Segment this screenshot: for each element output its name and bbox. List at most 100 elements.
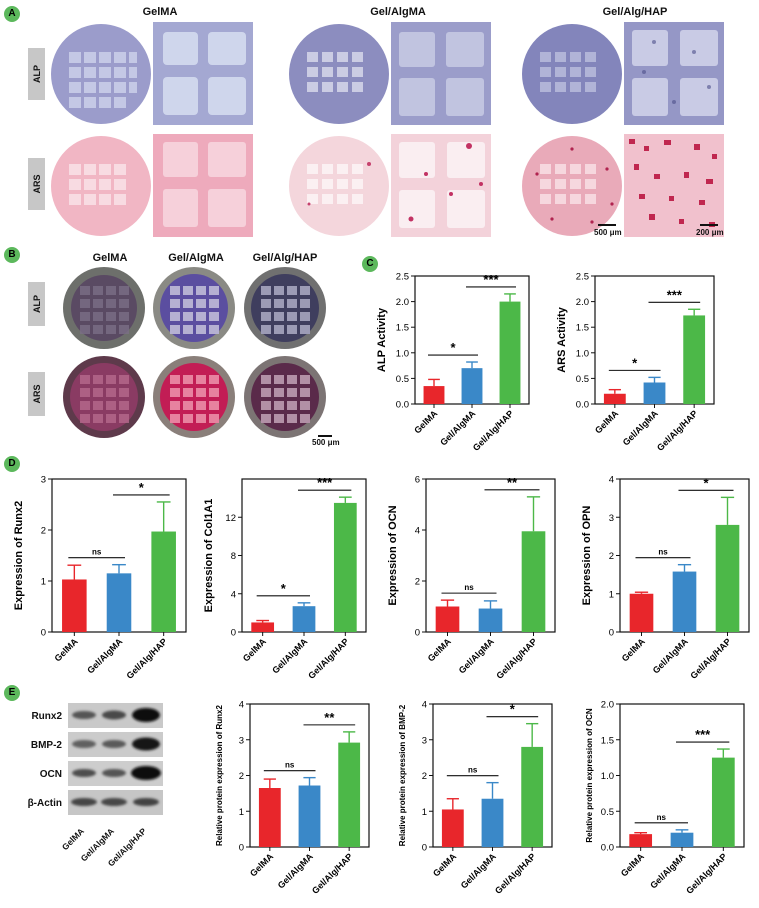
blot-label-bmp2: BMP-2 [30, 740, 62, 751]
bar [521, 531, 546, 632]
panel-a-scale-500-label: 500 μm [594, 228, 622, 237]
significance-label: ns [464, 583, 474, 592]
micrograph-ars-gelalgma-overview [289, 134, 389, 237]
bar [603, 393, 626, 404]
bar [715, 524, 740, 632]
scaffold-alp-gelalgma [152, 266, 236, 350]
y-tick-label: 2.5 [576, 272, 589, 283]
y-tick-label: 0.5 [601, 807, 614, 818]
y-tick-label: 0 [231, 628, 236, 639]
micrograph-alp-gelma-overview [51, 22, 151, 125]
x-tick-label: Gel/Alg/HAP [494, 636, 539, 681]
x-tick-label: Gel/Alg/HAP [688, 636, 733, 681]
bar [435, 606, 460, 632]
x-tick-label: GelMA [593, 408, 621, 436]
x-tick-label: Gel/AlgMA [438, 408, 478, 448]
y-axis-label: Relative protein expression of BMP-2 [398, 704, 407, 846]
chart-opn-expression: 0 1 2 3 4 Expression of OPN GelMA Gel/AlgMAGel/… [581, 475, 750, 681]
significance-label: ns [285, 761, 295, 770]
x-tick-label: Gel/Alg/HAP [310, 851, 355, 896]
panel-b-scalebar [318, 435, 332, 437]
scaffold-ars-gelalghap [243, 355, 327, 439]
blot-band-actin-3 [133, 798, 159, 806]
panel-a-row-ars: ARS [28, 158, 45, 210]
y-tick-label: 2.0 [396, 297, 409, 308]
blot-lane-gelma: GelMA [59, 826, 87, 853]
panel-b-col-gelalghap: Gel/Alg/HAP [252, 252, 318, 264]
scaffold-ars-gelalgma [152, 355, 236, 439]
panel-a-scalebar-200 [700, 224, 718, 226]
chart-ocn-protein: 0.0 0.5 1.0 1.5 2.0 Relative protein expressi… [585, 700, 745, 896]
blot-band-runx2-2 [102, 710, 126, 720]
bar [629, 834, 653, 847]
y-tick-label: 2.0 [576, 297, 589, 308]
significance-label: *** [483, 272, 499, 287]
significance-label: ** [507, 475, 518, 490]
bar [292, 606, 316, 632]
x-tick-label: GelMA [619, 851, 647, 879]
y-tick-label: 0.0 [601, 843, 614, 854]
y-tick-label: 2 [415, 577, 420, 588]
micrograph-alp-gelalghap-zoom [624, 22, 724, 125]
significance-label: ns [92, 548, 102, 557]
y-axis-label: Expression of OPN [581, 506, 593, 606]
y-tick-label: 0 [422, 843, 427, 854]
micrograph-ars-gelalghap-overview [522, 134, 622, 237]
micrograph-alp-gelalgma-overview [289, 22, 389, 125]
bar [683, 315, 706, 404]
y-tick-label: 0.5 [396, 374, 409, 385]
y-tick-label: 1 [239, 807, 244, 818]
y-tick-label: 3 [239, 735, 244, 746]
blot-label-runx2: Runx2 [31, 711, 62, 722]
scaffold-alp-gelma [62, 266, 146, 350]
x-tick-label: Gel/Alg/HAP [125, 636, 170, 681]
y-tick-label: 4 [609, 475, 614, 486]
chart-ocn-expression: 0 2 4 6 Expression of OCN GelMA Gel/AlgMAGel/A… [387, 475, 556, 681]
blot-band-ocn-2 [102, 769, 126, 777]
significance-label: ns [657, 813, 667, 822]
bar [106, 573, 132, 632]
scaffold-ars-gelma [62, 355, 146, 439]
bar [670, 832, 694, 847]
x-tick-label: GelMA [620, 636, 648, 664]
x-tick-label: GelMA [412, 408, 440, 436]
x-tick-label: Gel/Alg/HAP [493, 851, 538, 896]
panel-a-scalebar-500 [598, 224, 616, 226]
bar [333, 502, 357, 632]
y-tick-label: 1.5 [576, 323, 589, 334]
y-tick-label: 2.5 [396, 272, 409, 283]
y-tick-label: 1.0 [396, 348, 409, 359]
panel-b-row-alp: ALP [28, 282, 45, 326]
y-axis-label: Expression of Col1A1 [203, 499, 215, 613]
y-axis-label: Expression of OCN [387, 505, 399, 605]
y-tick-label: 0.0 [396, 400, 409, 411]
micrograph-ars-gelalghap-zoom [624, 134, 724, 237]
x-tick-label: Gel/Alg/HAP [655, 408, 700, 453]
y-tick-label: 4 [239, 700, 244, 711]
blot-band-ocn-3 [131, 766, 161, 780]
panel-a-row-alp: ALP [28, 48, 45, 100]
panel-c-badge: C [362, 256, 378, 272]
y-tick-label: 3 [41, 475, 46, 486]
significance-label: *** [695, 727, 711, 742]
micrograph-alp-gelalgma-zoom [391, 22, 491, 125]
panel-b-col-gelalgma: Gel/AlgMA [168, 252, 224, 264]
x-tick-label: GelMA [426, 636, 454, 664]
bar [461, 368, 483, 404]
significance-label: ns [658, 548, 668, 557]
panel-b-col-gelma: GelMA [92, 252, 128, 264]
y-tick-label: 3 [609, 513, 614, 524]
x-tick-label: Gel/AlgMA [621, 408, 661, 448]
bar [629, 593, 654, 632]
y-tick-label: 1.0 [576, 348, 589, 359]
scaffold-alp-gelalghap [243, 266, 327, 350]
y-axis-label: Expression of Runx2 [13, 501, 25, 610]
chart-col1a1-expression: 0 4 8 12 Expression of Col1A1 GelMA Gel/AlgMAG… [203, 475, 367, 681]
blot-band-actin-2 [101, 798, 127, 806]
panel-d-badge: D [4, 456, 20, 472]
x-tick-label: Gel/AlgMA [651, 636, 691, 676]
micrograph-alp-gelma-zoom [153, 22, 253, 125]
blot-band-actin-1 [71, 798, 97, 806]
x-tick-label: GelMA [53, 636, 81, 664]
